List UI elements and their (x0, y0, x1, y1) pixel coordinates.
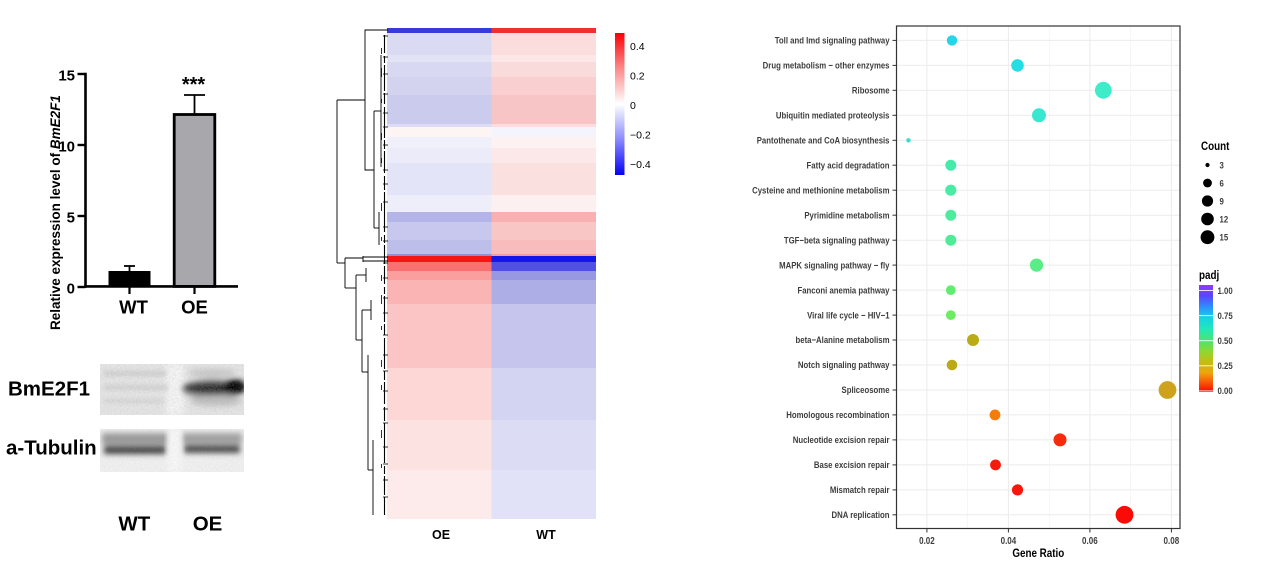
svg-text:Mismatch repair: Mismatch repair (830, 484, 890, 495)
svg-text:−0.4: −0.4 (630, 159, 651, 171)
svg-text:12: 12 (1220, 214, 1229, 225)
svg-text:Notch signaling pathway: Notch signaling pathway (798, 359, 890, 370)
svg-text:BmE2F1: BmE2F1 (8, 378, 90, 401)
svg-text:0.50: 0.50 (1218, 335, 1233, 346)
svg-text:Ubiquitin mediated proteolysis: Ubiquitin mediated proteolysis (776, 110, 890, 121)
svg-text:Pantothenate and CoA biosynthe: Pantothenate and CoA biosynthesis (757, 135, 890, 146)
svg-text:−0.2: −0.2 (630, 129, 651, 141)
svg-text:beta−Alanine metabolism: beta−Alanine metabolism (796, 334, 890, 345)
svg-text:0.02: 0.02 (919, 535, 935, 546)
svg-text:0.75: 0.75 (1218, 310, 1233, 321)
svg-text:15: 15 (1220, 232, 1229, 243)
svg-text:Ribosome: Ribosome (852, 85, 890, 96)
svg-text:WT: WT (536, 528, 556, 542)
svg-text:0.2: 0.2 (630, 70, 645, 82)
svg-text:Relative expression level of B: Relative expression level of BmE2F1 (48, 95, 63, 330)
svg-text:Toll and Imd signaling pathway: Toll and Imd signaling pathway (775, 35, 890, 46)
svg-text:10: 10 (58, 138, 75, 155)
svg-text:0.25: 0.25 (1218, 360, 1233, 371)
svg-text:Drug metabolism − other enzyme: Drug metabolism − other enzymes (763, 60, 890, 71)
svg-text:OE: OE (193, 513, 223, 536)
svg-text:0.08: 0.08 (1164, 535, 1180, 546)
svg-text:0.4: 0.4 (630, 41, 645, 53)
svg-text:MAPK signaling pathway − fly: MAPK signaling pathway − fly (779, 260, 890, 271)
svg-text:0.04: 0.04 (1001, 535, 1017, 546)
svg-text:Fanconi anemia pathway: Fanconi anemia pathway (797, 285, 889, 296)
svg-text:0: 0 (630, 100, 636, 112)
svg-text:padj: padj (1199, 269, 1219, 282)
svg-text:0.00: 0.00 (1218, 385, 1233, 396)
svg-text:1.00: 1.00 (1218, 285, 1233, 296)
svg-text:Cysteine and methionine metabo: Cysteine and methionine metabolism (752, 185, 890, 196)
svg-text:Viral life cycle − HIV−1: Viral life cycle − HIV−1 (807, 310, 890, 321)
svg-text:Fatty acid degradation: Fatty acid degradation (807, 160, 890, 171)
svg-text:5: 5 (67, 209, 75, 226)
svg-text:6: 6 (1220, 178, 1224, 189)
svg-text:Nucleotide excision repair: Nucleotide excision repair (793, 434, 890, 445)
svg-text:WT: WT (118, 513, 150, 536)
svg-text:0: 0 (67, 280, 75, 297)
svg-text:Gene Ratio: Gene Ratio (1012, 547, 1064, 560)
svg-text:9: 9 (1220, 196, 1224, 207)
svg-text:Spliceosome: Spliceosome (842, 384, 890, 395)
svg-text:Pyrimidine metabolism: Pyrimidine metabolism (804, 210, 889, 221)
svg-text:0.06: 0.06 (1082, 535, 1098, 546)
svg-text:Homologous recombination: Homologous recombination (786, 409, 889, 420)
svg-text:OE: OE (432, 528, 450, 542)
svg-text:OE: OE (181, 297, 208, 318)
svg-text:Base excision repair: Base excision repair (814, 459, 890, 470)
svg-text:Count: Count (1201, 140, 1230, 153)
svg-text:3: 3 (1220, 160, 1224, 171)
svg-text:a-Tubulin: a-Tubulin (6, 437, 97, 460)
svg-text:DNA replication: DNA replication (831, 509, 889, 520)
svg-text:TGF−beta signaling pathway: TGF−beta signaling pathway (784, 235, 890, 246)
svg-text:***: *** (182, 74, 206, 96)
svg-text:WT: WT (119, 297, 148, 318)
svg-text:15: 15 (58, 67, 75, 84)
